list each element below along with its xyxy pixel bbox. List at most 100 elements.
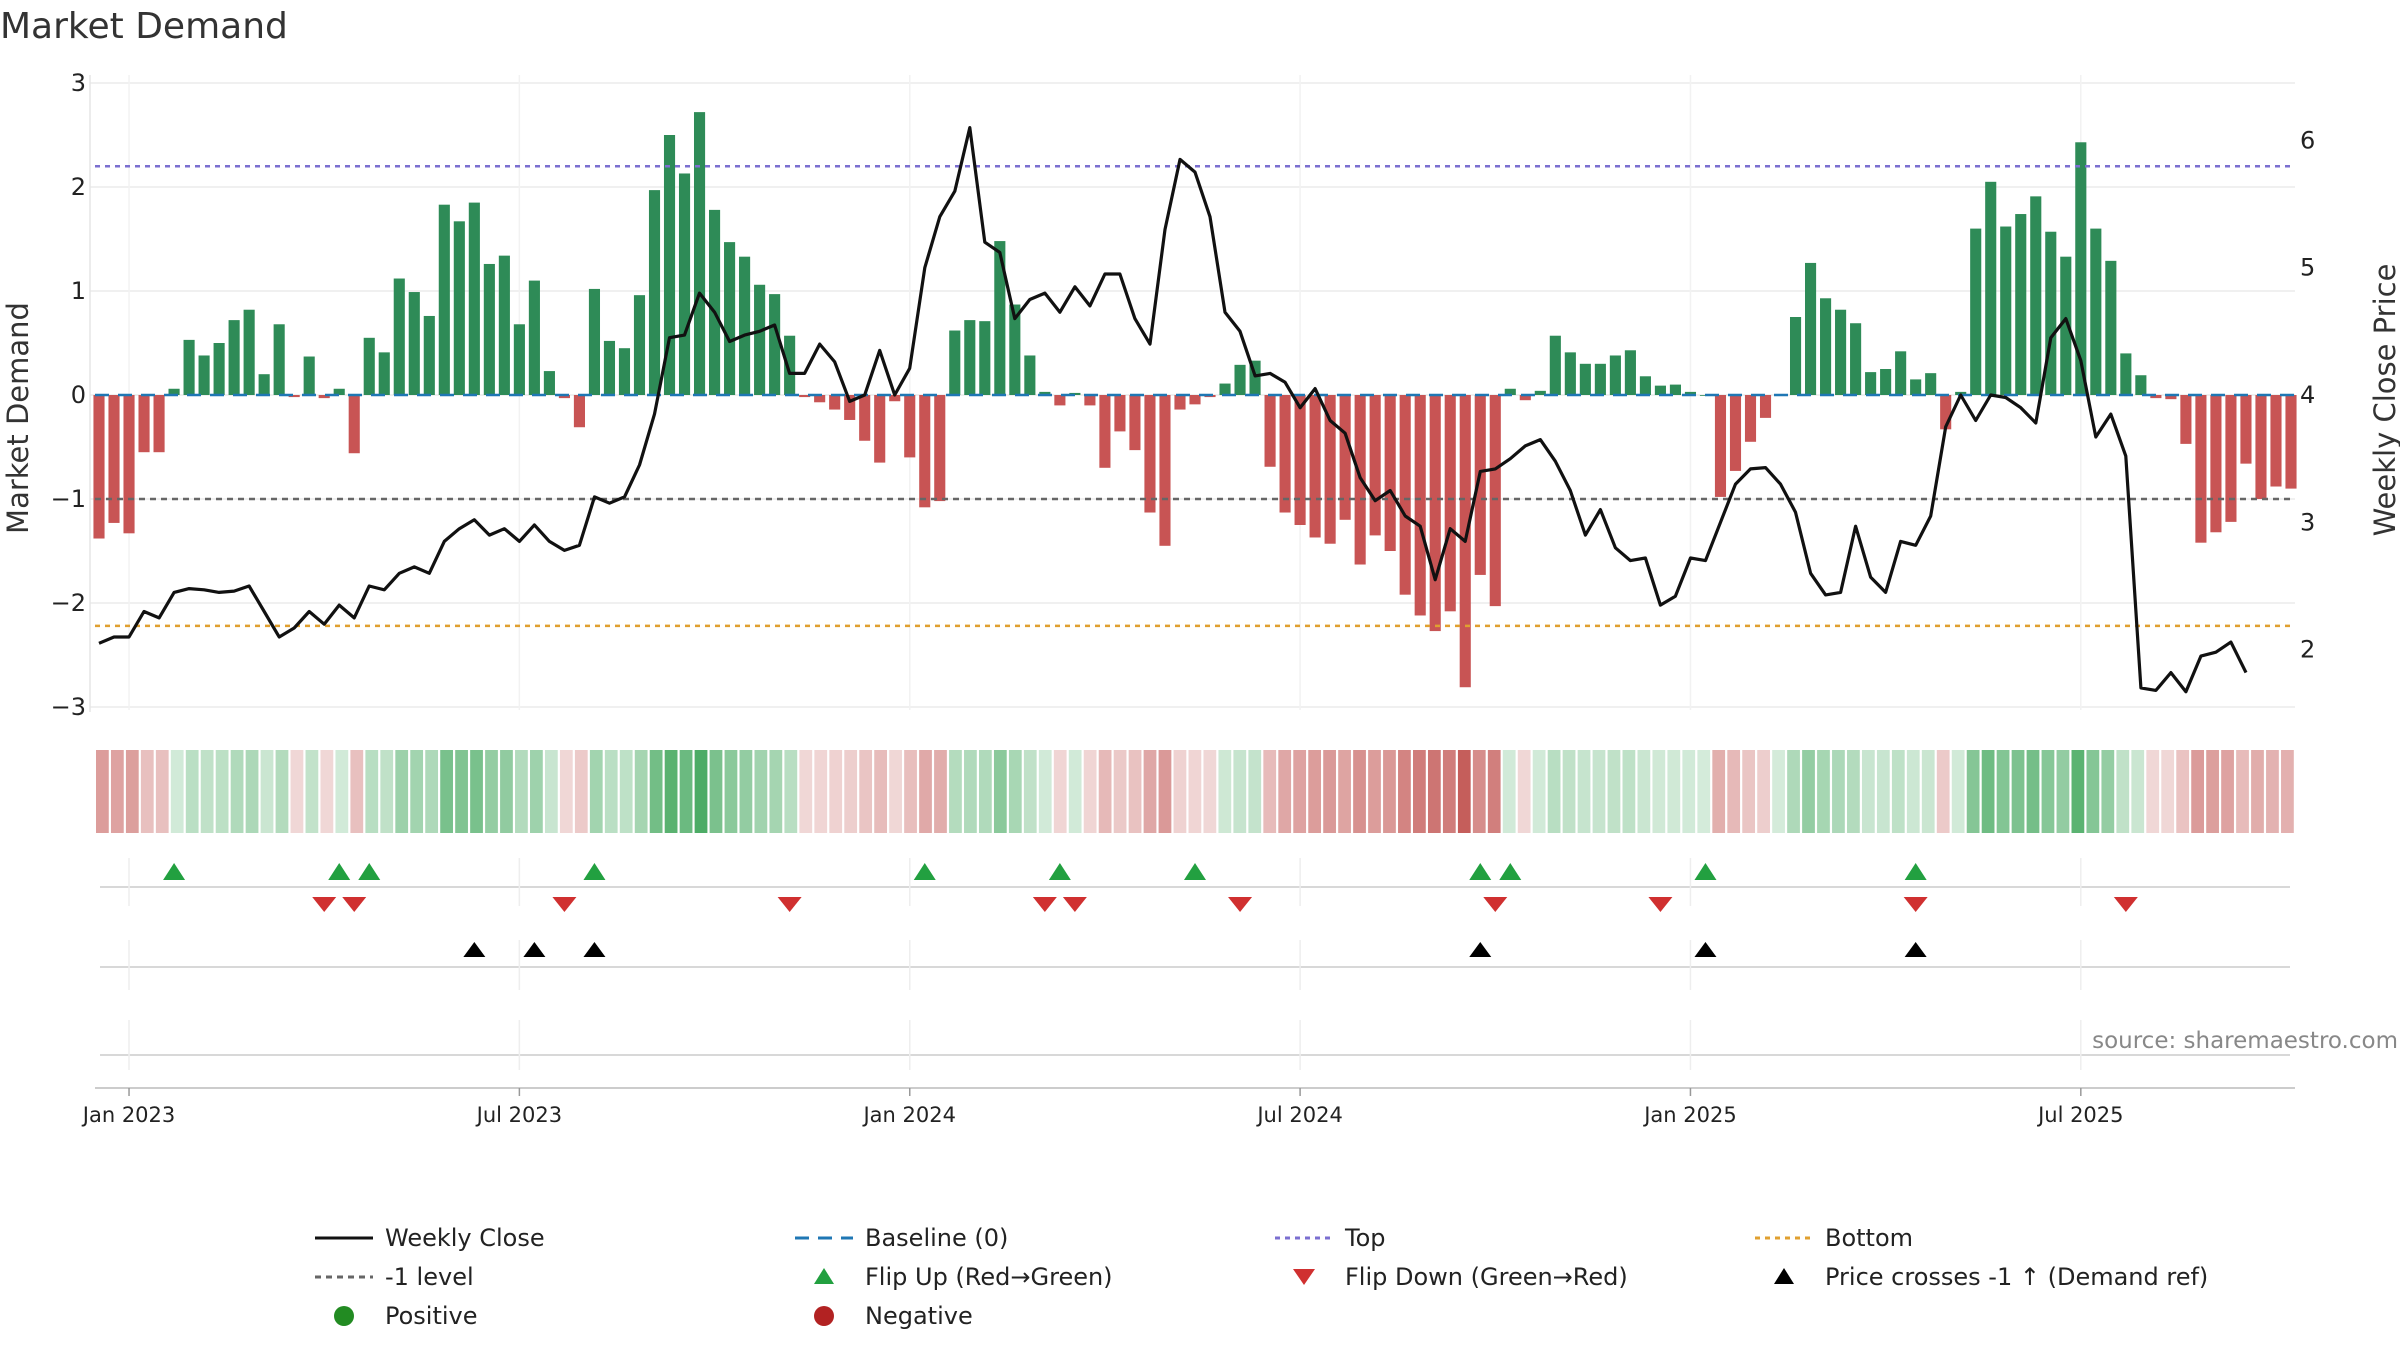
heat-cell xyxy=(1532,750,1546,833)
heat-cell xyxy=(949,750,962,833)
demand-bar xyxy=(1820,298,1832,395)
heat-cell xyxy=(2281,750,2294,833)
demand-bar xyxy=(603,340,616,395)
heat-cell xyxy=(1757,750,1770,833)
heat-cell xyxy=(679,750,693,833)
demand-bar xyxy=(1835,309,1847,395)
right-tick-label: 6 xyxy=(2300,126,2315,154)
heat-cell xyxy=(1667,750,1681,833)
demand-bar xyxy=(348,395,360,454)
demand-bar xyxy=(754,284,766,395)
heat-cell xyxy=(2086,750,2100,833)
demand-bar xyxy=(558,395,570,399)
legend: Weekly Close Baseline (0) Top Bottom -1 leve… xyxy=(315,1224,2208,1330)
demand-bar xyxy=(1369,395,1381,536)
heat-cell xyxy=(559,750,573,833)
price-cross-marker xyxy=(463,942,486,957)
heat-cell xyxy=(1353,750,1366,833)
demand-bar xyxy=(1895,351,1907,395)
heat-cell xyxy=(455,750,468,833)
heat-cell xyxy=(335,750,349,833)
flip-up-marker xyxy=(1469,863,1492,880)
demand-bar xyxy=(2135,375,2147,395)
demand-bar xyxy=(258,374,270,395)
demand-bar xyxy=(1084,395,1096,406)
demand-bar xyxy=(2105,260,2117,395)
heat-cell xyxy=(2101,750,2115,833)
legend-label: Flip Down (Green→Red) xyxy=(1345,1263,1628,1291)
demand-bar xyxy=(2015,214,2027,395)
legend-dot-swatch xyxy=(334,1306,354,1326)
x-axis: Jan 2023 Jul 2023 Jan 2024 Jul 2024 Jan 2025… xyxy=(81,1087,2295,1127)
right-axis: 6 5 4 3 2 xyxy=(2300,126,2315,663)
demand-bar xyxy=(1789,317,1802,395)
heat-cell xyxy=(1517,750,1531,833)
demand-bar xyxy=(1865,372,1877,395)
flip-up-marker xyxy=(328,863,351,880)
left-tick-label: −2 xyxy=(51,589,86,617)
demand-bar xyxy=(1429,395,1441,632)
heat-cell xyxy=(769,750,783,833)
heat-cell xyxy=(2146,750,2160,833)
legend-item: Baseline (0) xyxy=(795,1224,1008,1252)
demand-bar xyxy=(1054,395,1066,406)
demand-bar xyxy=(678,173,691,395)
heat-cell xyxy=(619,750,633,833)
flip-up-marker xyxy=(1048,863,1071,880)
demand-bar xyxy=(1579,363,1591,395)
heat-cell xyxy=(1427,750,1441,833)
demand-bar xyxy=(633,295,646,395)
demand-bar xyxy=(2075,142,2087,395)
heat-cell xyxy=(1188,750,1202,833)
heat-cell xyxy=(814,750,828,833)
demand-bar xyxy=(709,209,721,395)
source-text: source: sharemaestro.com xyxy=(2092,1028,2398,1054)
flip-up-marker xyxy=(583,863,606,880)
demand-bar xyxy=(393,278,405,395)
legend-triangle-down-swatch xyxy=(1293,1269,1315,1285)
heat-cell xyxy=(844,750,858,833)
heat-cell xyxy=(1652,750,1666,833)
demand-bar xyxy=(2285,395,2297,489)
heat-cell xyxy=(1038,750,1052,833)
right-tick-label: 2 xyxy=(2300,636,2315,664)
demand-bar xyxy=(273,324,285,395)
demand-bar xyxy=(1129,395,1141,451)
demand-bar xyxy=(2225,395,2237,522)
flip-down-marker xyxy=(342,897,367,912)
demand-bar xyxy=(979,321,991,395)
heat-cell xyxy=(739,750,753,833)
demand-bar xyxy=(438,204,450,395)
heat-cell xyxy=(859,750,873,833)
legend-item: Bottom xyxy=(1755,1224,1913,1252)
demand-bar xyxy=(513,324,525,395)
demand-bar xyxy=(1639,376,1651,395)
x-tick-label: Jan 2023 xyxy=(81,1103,176,1127)
demand-bar xyxy=(543,371,555,395)
demand-bar xyxy=(1519,395,1531,401)
heat-cell xyxy=(604,750,618,833)
heat-cell xyxy=(1413,750,1426,833)
heat-cell xyxy=(1996,750,2010,833)
legend-label: Price crosses -1 ↑ (Demand ref) xyxy=(1825,1263,2208,1291)
heat-cell xyxy=(1712,750,1726,833)
heat-cell xyxy=(2116,750,2130,833)
legend-item: Top xyxy=(1275,1224,1386,1252)
heat-cell xyxy=(2236,750,2249,833)
heat-cell xyxy=(978,750,992,833)
demand-bar xyxy=(1399,395,1411,595)
heat-cell xyxy=(1906,750,1920,833)
heat-cell xyxy=(574,750,588,833)
legend-label: Flip Up (Red→Green) xyxy=(865,1263,1113,1291)
heat-cell xyxy=(425,750,439,833)
heat-cell xyxy=(2131,750,2145,833)
heat-cell xyxy=(395,750,409,833)
demand-bar xyxy=(228,320,240,395)
demand-bar xyxy=(2150,395,2162,399)
demand-bar xyxy=(693,112,706,396)
heat-cell xyxy=(500,750,513,833)
legend-item: Flip Down (Green→Red) xyxy=(1293,1263,1628,1291)
demand-bar xyxy=(964,320,976,395)
demand-bar xyxy=(1024,355,1036,395)
demand-bar xyxy=(2030,196,2042,395)
